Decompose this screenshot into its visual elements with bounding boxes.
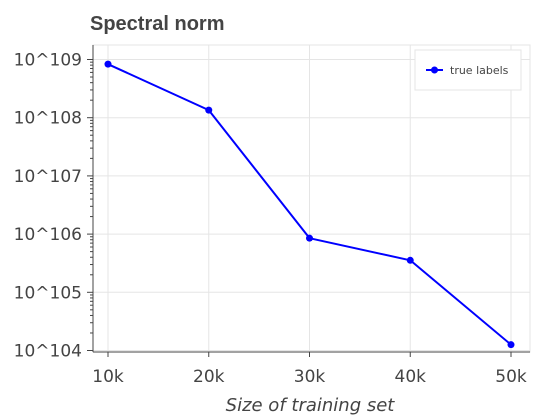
x-tick-label: 50k	[495, 367, 527, 387]
y-tick-label: 10^106	[14, 225, 82, 245]
x-tick-label: 40k	[395, 367, 427, 387]
y-tick-label: 10^107	[14, 167, 82, 187]
x-tick-label: 30k	[294, 367, 326, 387]
chart-title: Spectral norm	[90, 13, 224, 35]
y-tick-label: 10^105	[14, 283, 82, 303]
y-tick-label: 10^109	[14, 51, 82, 71]
data-point	[406, 256, 414, 264]
data-point	[104, 60, 112, 68]
x-tick-label: 20k	[193, 367, 225, 387]
y-axis: 10^109 10^108 10^107 10^106 10^105 10^104	[14, 45, 94, 362]
data-point	[205, 106, 213, 114]
data-point	[507, 341, 515, 349]
series-layer	[104, 60, 515, 349]
x-axis: 10k 20k 30k 40k 50k	[92, 351, 530, 387]
x-tick-label: 10k	[92, 367, 124, 387]
x-axis-label: Size of training set	[226, 395, 396, 416]
legend-label: true labels	[450, 64, 509, 77]
y-tick-label: 10^108	[14, 109, 82, 129]
data-point	[306, 234, 313, 242]
legend-marker	[431, 66, 438, 74]
y-tick-label: 10^104	[14, 342, 82, 362]
legend: true labels	[414, 49, 522, 91]
